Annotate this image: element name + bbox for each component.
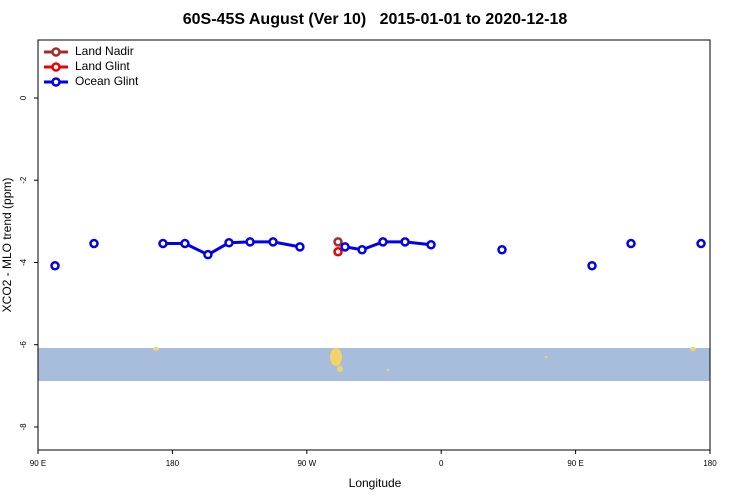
legend-marker (51, 77, 61, 87)
y-tick-label: -8 (19, 423, 28, 431)
x-tick-label: 90 W (297, 459, 316, 468)
x-tick-label: 90 E (567, 459, 583, 468)
point (158, 238, 168, 249)
legend-marker (51, 62, 61, 72)
point (696, 238, 706, 249)
plot-frame (37, 39, 711, 451)
point (268, 237, 278, 247)
y-tick-label: -4 (19, 258, 28, 266)
point (333, 247, 343, 257)
legend-label: Land Nadir (75, 44, 134, 58)
x-tick-label: 180 (703, 459, 717, 468)
point (224, 237, 234, 248)
point (295, 242, 305, 252)
legend-marker (51, 47, 61, 57)
point (378, 237, 388, 247)
point (497, 244, 507, 255)
point (340, 242, 350, 252)
x-axis-label: Longitude (349, 476, 402, 490)
y-tick-label: -6 (19, 341, 28, 349)
point (89, 238, 99, 249)
x-tick-label: 0 (439, 459, 444, 468)
point (245, 237, 255, 247)
point (203, 249, 213, 260)
point (50, 261, 60, 271)
x-tick-label: 90 E (30, 459, 46, 468)
point (400, 237, 410, 247)
legend-label: Ocean Glint (75, 74, 139, 88)
y-axis-label: XCO2 - MLO trend (ppm) (0, 178, 14, 313)
point (357, 244, 367, 255)
ocean-band (38, 348, 710, 381)
point (333, 237, 343, 247)
y-tick-label: -2 (19, 176, 28, 184)
legend-label: Land Glint (75, 59, 130, 73)
chart-title: 60S-45S August (Ver 10) 2015-01-01 to 20… (183, 11, 568, 28)
point (587, 261, 597, 271)
x-tick-label: 180 (166, 459, 180, 468)
land-shapes (153, 347, 696, 372)
point (626, 238, 636, 249)
y-tick-label: 0 (19, 95, 28, 100)
point (180, 238, 190, 249)
point (426, 240, 436, 250)
